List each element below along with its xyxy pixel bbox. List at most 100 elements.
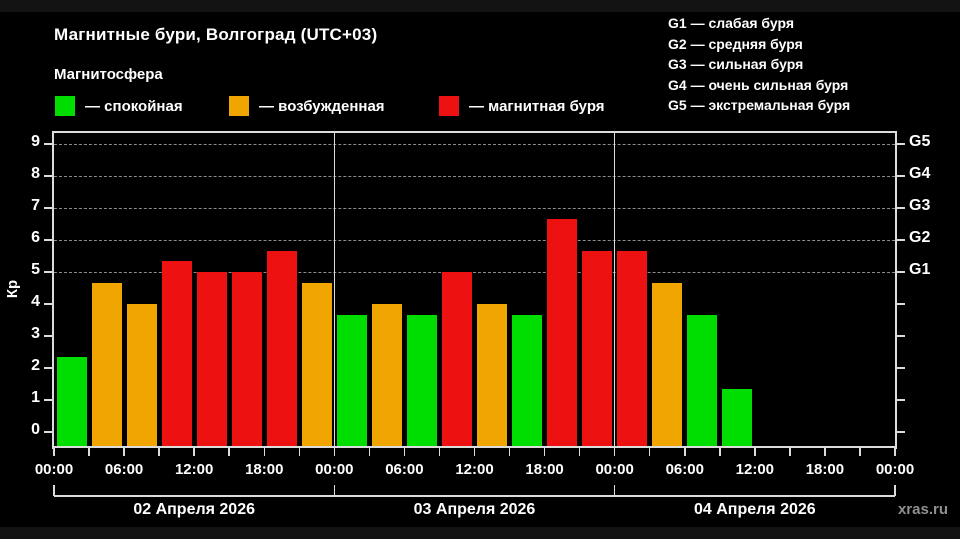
x-time-label: 00:00 <box>595 461 634 478</box>
kp-bar <box>722 389 753 447</box>
y-tick-right <box>897 239 905 241</box>
plot-border-top <box>52 131 897 133</box>
x-time-label: 06:00 <box>385 461 424 478</box>
chart-subtitle: Магнитосфера <box>54 66 163 83</box>
g-level-label: G4 <box>909 165 931 182</box>
x-time-label: 18:00 <box>525 461 564 478</box>
bottom-strip <box>0 527 960 539</box>
kp-bar <box>547 218 578 447</box>
kp-bar <box>617 250 648 447</box>
x-tick <box>578 447 581 456</box>
kp-bar <box>441 272 472 447</box>
date-label: 04 Апреля 2026 <box>693 501 816 518</box>
kp-bar <box>301 282 332 447</box>
y-tick-label: 2 <box>31 357 40 374</box>
kp-bar <box>406 314 437 447</box>
x-tick <box>403 447 406 456</box>
y-tick-left <box>44 207 52 209</box>
g-legend-item: G3 — сильная буря <box>668 56 804 72</box>
x-tick <box>543 447 546 456</box>
g-legend-item: G1 — слабая буря <box>668 15 795 31</box>
x-time-label: 00:00 <box>875 461 915 478</box>
x-tick <box>508 447 511 456</box>
gridline-kp5 <box>54 271 895 273</box>
plot-border-bottom <box>52 445 897 448</box>
x-tick <box>333 447 336 456</box>
x-tick <box>789 447 791 456</box>
kp-bar <box>336 314 367 447</box>
kp-bar <box>652 282 683 447</box>
x-tick <box>754 447 756 456</box>
y-tick-left <box>44 271 52 273</box>
y-tick-left <box>44 303 52 305</box>
x-tick <box>53 447 55 456</box>
x-time-label: 18:00 <box>805 461 845 478</box>
gridline-kp9 <box>54 143 895 145</box>
x-tick <box>263 447 265 456</box>
kp-bar <box>582 250 613 447</box>
g-legend-item: G5 — экстремальная буря <box>668 97 851 113</box>
x-tick <box>438 447 441 456</box>
y-tick-right <box>897 207 905 209</box>
x-tick <box>473 447 476 456</box>
legend-item-quiet: — спокойная <box>55 96 183 116</box>
x-time-label: 18:00 <box>245 461 284 478</box>
day-separator <box>613 133 616 447</box>
y-tick-right <box>897 303 905 305</box>
g-level-label: G2 <box>909 229 931 246</box>
x-tick <box>719 447 721 456</box>
legend-item-storm: — магнитная буря <box>439 96 605 116</box>
legend-item-label: — магнитная буря <box>469 97 605 115</box>
date-axis-line <box>54 495 895 497</box>
kp-bar <box>371 304 402 447</box>
g-legend-item: G4 — очень сильная буря <box>668 76 849 93</box>
x-tick <box>368 447 371 456</box>
x-tick <box>613 447 616 456</box>
day-separator <box>333 133 336 447</box>
y-tick-right <box>897 367 905 369</box>
y-tick-label: 5 <box>31 261 40 278</box>
y-tick-left <box>44 143 52 145</box>
g-level-label: G1 <box>909 261 931 278</box>
y-tick-left <box>44 239 52 241</box>
excited-swatch-icon <box>229 96 249 116</box>
x-time-label: 06:00 <box>104 461 144 478</box>
storm-swatch-icon <box>439 96 459 116</box>
legend-item-label: — возбужденная <box>259 97 385 115</box>
y-tick-label: 6 <box>31 229 40 246</box>
y-tick-right <box>897 335 905 337</box>
y-tick-left <box>44 335 52 337</box>
x-tick <box>88 447 90 456</box>
date-label: 03 Апреля 2026 <box>413 501 536 518</box>
x-tick <box>158 447 160 456</box>
g-level-label: G3 <box>909 197 931 214</box>
x-time-label: 00:00 <box>34 461 74 478</box>
watermark: xras.ru <box>897 501 948 518</box>
y-tick-label: 9 <box>31 133 40 150</box>
y-tick-label: 1 <box>31 389 40 406</box>
date-axis-tick <box>613 485 616 496</box>
kp-bar <box>161 261 192 447</box>
y-tick-left <box>44 367 52 369</box>
g-legend-item: G2 — средняя буря <box>668 35 803 52</box>
date-axis-tick <box>894 485 896 496</box>
x-time-label: 12:00 <box>735 461 775 478</box>
plot-border-right <box>895 131 897 449</box>
kp-bar <box>56 357 87 447</box>
x-tick <box>228 447 230 456</box>
kp-bar <box>231 272 262 447</box>
date-axis-tick <box>53 485 55 496</box>
quiet-swatch-icon <box>55 96 75 116</box>
gridline-kp8 <box>54 175 895 177</box>
y-tick-right <box>897 399 905 401</box>
y-tick-right <box>897 271 905 273</box>
x-tick <box>684 447 686 456</box>
kp-bar <box>477 304 508 447</box>
x-tick <box>648 447 651 456</box>
gridline-kp7 <box>54 207 895 209</box>
kp-bar <box>512 314 543 447</box>
x-tick <box>193 447 195 456</box>
x-time-label: 12:00 <box>455 461 494 478</box>
plot-border-left <box>52 131 54 449</box>
